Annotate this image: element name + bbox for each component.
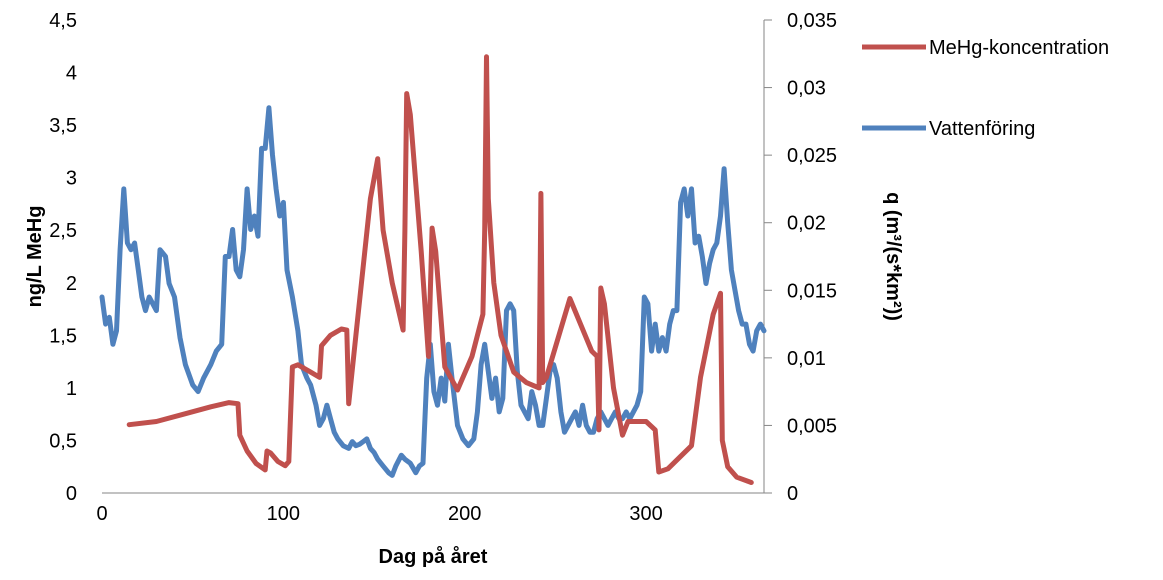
y-right-tick-label: 0,01 <box>787 348 826 370</box>
y-left-tick-label: 0 <box>66 483 77 505</box>
legend-label-vattenforing: Vattenföring <box>929 118 1035 140</box>
y-right-tick-label: 0 <box>787 483 798 505</box>
y-right-tick-label: 0,005 <box>787 415 837 437</box>
y-left-tick-label: 3,5 <box>49 115 77 137</box>
y-left-tick-label: 0,5 <box>49 430 77 452</box>
x-tick-label: 200 <box>448 503 481 525</box>
x-tick-labels: 0 100 200 300 <box>96 503 662 525</box>
y-left-tick-label: 4 <box>66 63 77 85</box>
y-right-axis-title: q (m³/(s*km²)) <box>882 192 904 321</box>
axes <box>102 20 765 494</box>
series-line-vattenf-ring <box>99 105 767 478</box>
legend-label-mehg: MeHg-koncentration <box>929 37 1109 59</box>
legend: MeHg-koncentration Vattenföring <box>862 37 1109 140</box>
y-right-tick-labels: 0 0,005 0,01 0,015 0,02 0,025 0,03 0,035 <box>764 10 837 505</box>
y-left-tick-label: 3 <box>66 168 77 190</box>
series-lines <box>99 54 767 485</box>
y-left-tick-label: 2,5 <box>49 220 77 242</box>
y-left-tick-labels: 0 0,5 1 1,5 2 2,5 3 3,5 4 4,5 <box>49 10 77 505</box>
y-right-tick-label: 0,03 <box>787 78 826 100</box>
x-tick-label: 300 <box>629 503 662 525</box>
x-axis-title: Dag på året <box>379 545 488 568</box>
y-left-tick-label: 4,5 <box>49 10 77 32</box>
y-left-tick-label: 1,5 <box>49 325 77 347</box>
y-left-axis-title: ng/L MeHg <box>24 206 46 308</box>
y-left-tick-label: 1 <box>66 378 77 400</box>
y-right-tick-label: 0,035 <box>787 10 837 32</box>
series-line-mehg-koncentration <box>126 54 754 485</box>
y-left-tick-label: 2 <box>66 273 77 295</box>
y-right-tick-label: 0,02 <box>787 213 826 235</box>
y-right-tick-label: 0,015 <box>787 280 837 302</box>
x-tick-label: 100 <box>267 503 300 525</box>
x-tick-label: 0 <box>96 503 107 525</box>
y-right-tick-label: 0,025 <box>787 145 837 167</box>
